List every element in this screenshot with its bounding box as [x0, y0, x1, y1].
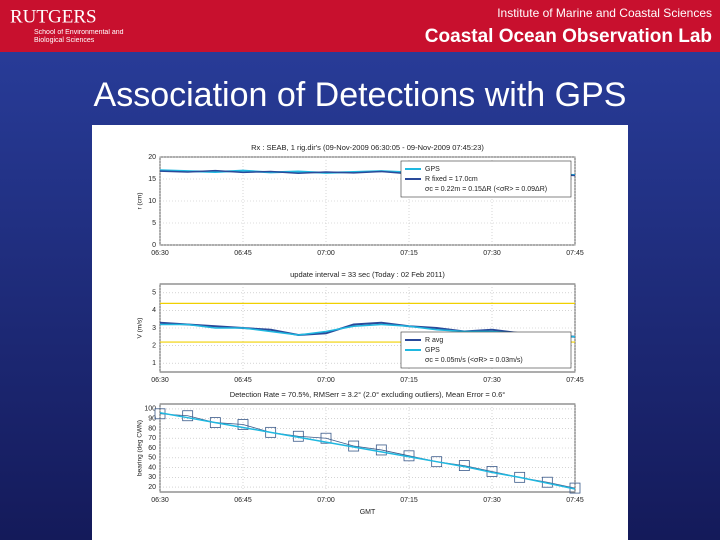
- y-tick-label: 30: [148, 474, 156, 481]
- chart-title: update interval = 33 sec (Today : 02 Feb…: [290, 270, 445, 279]
- legend-label: R fixed = 17.0cm: [425, 176, 478, 183]
- slide-title: Association of Detections with GPS: [94, 76, 627, 114]
- chart-title: Rx : SEAB, 1 rig.dir's (09-Nov-2009 06:3…: [251, 143, 484, 152]
- legend-annotation: σc = 0.05m/s (<σR> = 0.03m/s): [425, 357, 523, 364]
- legend-annotation: σc = 0.22m = 0.15ΔR (<σR> = 0.09ΔR): [425, 186, 547, 193]
- x-tick-label: 06:45: [234, 250, 252, 257]
- detection-marker: [237, 419, 249, 430]
- y-tick-label: 4: [152, 307, 156, 314]
- detection-marker: [375, 444, 387, 456]
- x-tick-label: 07:45: [566, 250, 584, 257]
- y-tick-label: 2: [152, 342, 156, 349]
- y-axis-label: r (cm): [137, 193, 144, 210]
- y-tick-label: 90: [148, 416, 156, 423]
- x-tick-label: 07:00: [317, 377, 335, 384]
- x-tick-label: 07:45: [566, 377, 584, 384]
- x-tick-label: 06:45: [234, 497, 252, 504]
- y-tick-label: 40: [148, 464, 156, 471]
- y-tick-label: 15: [148, 176, 156, 183]
- x-tick-label: 06:30: [151, 497, 169, 504]
- series-line: [159, 321, 576, 338]
- y-tick-label: 100: [144, 406, 156, 413]
- y-tick-label: 10: [148, 198, 156, 205]
- y-tick-label: 70: [148, 435, 156, 442]
- header-bar: [0, 0, 720, 52]
- y-tick-label: 0: [152, 242, 156, 249]
- y-tick-label: 5: [152, 290, 156, 297]
- legend-box: [400, 160, 572, 198]
- x-tick-label: 06:45: [234, 377, 252, 384]
- detection-marker: [209, 417, 221, 428]
- detection-marker: [431, 456, 443, 468]
- y-tick-label: 80: [148, 425, 156, 432]
- legend-label: GPS: [425, 166, 440, 173]
- y-tick-label: 60: [148, 445, 156, 452]
- x-tick-label: 07:15: [400, 377, 418, 384]
- series-line: [159, 412, 576, 490]
- x-tick-label: 07:30: [483, 250, 501, 257]
- y-tick-label: 50: [148, 455, 156, 462]
- institute: Institute of Marine and Coastal Sciences: [497, 6, 712, 20]
- x-tick-label: 06:30: [151, 250, 169, 257]
- detection-marker: [514, 471, 526, 483]
- x-tick-label: 07:00: [317, 250, 335, 257]
- x-tick-label: 07:30: [483, 497, 501, 504]
- y-tick-label: 20: [148, 154, 156, 161]
- legend-box: [400, 331, 572, 369]
- x-tick-label: 07:00: [317, 497, 335, 504]
- school-box: School of Environmental and Biological S…: [34, 29, 124, 44]
- y-axis-label: bearing (deg CWN): [137, 420, 144, 476]
- school: School of Environmental and Biological S…: [34, 29, 124, 44]
- y-axis-label: V (m/s): [137, 318, 144, 339]
- x-axis-label: GMT: [360, 509, 376, 516]
- legend-label: R avg: [425, 337, 443, 344]
- x-tick-label: 07:15: [400, 497, 418, 504]
- detection-marker: [320, 432, 332, 444]
- x-tick-label: 07:30: [483, 377, 501, 384]
- chart-title: Detection Rate = 70.5%, RMSerr = 3.2° (2…: [230, 390, 506, 399]
- x-tick-label: 07:45: [566, 497, 584, 504]
- detection-marker: [182, 410, 194, 422]
- detection-marker: [265, 426, 277, 438]
- lab: Coastal Ocean Observation Lab: [425, 26, 712, 47]
- y-tick-label: 5: [152, 220, 156, 227]
- logo: RUTGERS: [10, 6, 97, 27]
- y-tick-label: 20: [148, 484, 156, 491]
- y-tick-label: 1: [152, 360, 156, 367]
- legend-label: GPS: [425, 347, 440, 354]
- x-tick-label: 06:30: [151, 377, 169, 384]
- y-tick-label: 3: [152, 325, 156, 332]
- x-tick-label: 07:15: [400, 250, 418, 257]
